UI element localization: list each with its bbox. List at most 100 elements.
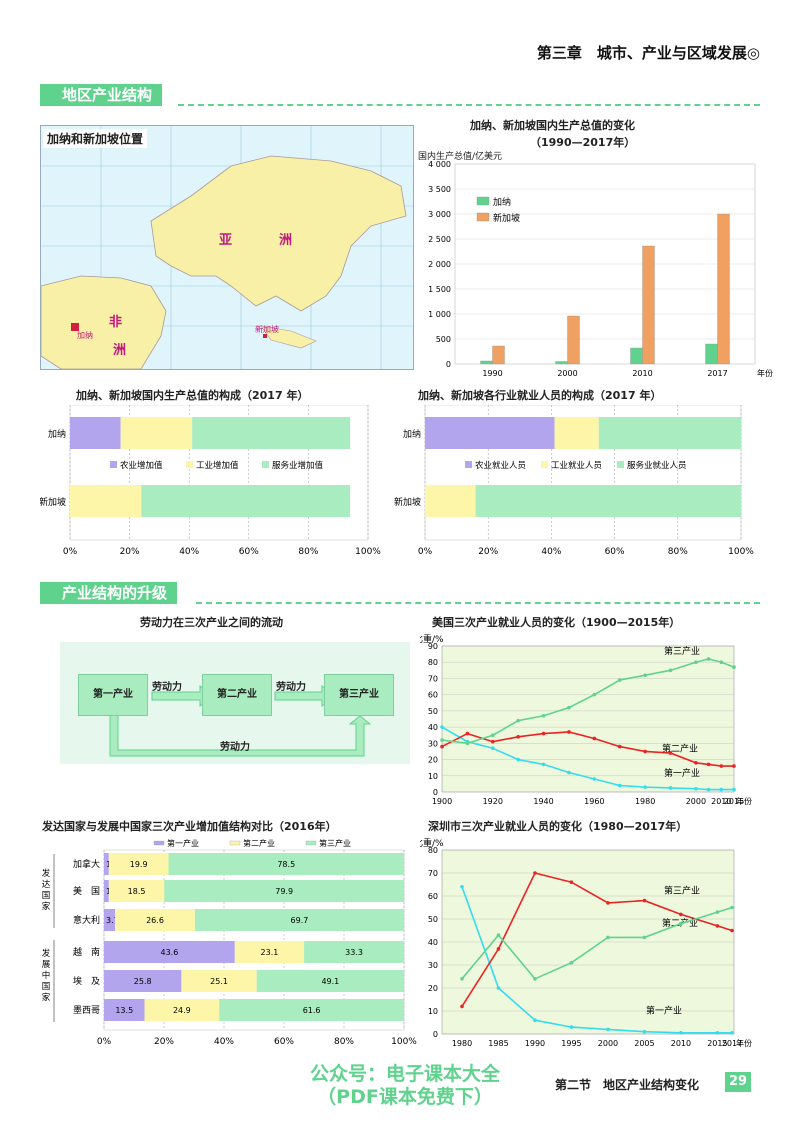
section-title-upgrade: 产业结构的升级 (40, 582, 178, 604)
dev-bar-segment (104, 970, 182, 992)
us-point (719, 764, 724, 768)
dev-chart-title: 发达国家与发展中国家三次产业增加值结构对比（2016年） (42, 820, 337, 833)
dev-x-tick: 80% (334, 1037, 354, 1047)
dev-data-label: 79.9 (275, 887, 293, 896)
us-y-tick: 50 (428, 707, 438, 716)
us-point (440, 738, 444, 742)
sz-series-label: 第一产业 (646, 1004, 682, 1016)
us-point (541, 731, 546, 736)
sz-x-tick: 2005 (634, 1039, 654, 1048)
sz-y-tick: 0 (433, 1030, 438, 1039)
ghana-marker (71, 323, 79, 331)
section-title-regional-structure: 地区产业结构 (40, 84, 163, 106)
dev-legend-label: 第三产业 (319, 838, 351, 848)
dev-bar-segment (256, 970, 404, 992)
dev-bar-segment (234, 941, 305, 963)
gdp-y-tick: 500 (436, 335, 451, 344)
sz-point (496, 986, 501, 990)
dev-legend-swatch (305, 840, 317, 846)
dev-x-tick: 100% (391, 1037, 417, 1047)
us-y-tick: 30 (428, 739, 438, 748)
gdp-y-tick: 4 000 (428, 160, 451, 169)
dev-group-label-developing: 中 (42, 970, 51, 981)
africa-landmass (40, 275, 167, 370)
gdpcomp-bar-segment (192, 417, 351, 449)
us-point (706, 787, 711, 792)
dev-data-label: 26.6 (146, 916, 164, 925)
us-y-label: 比重/% (420, 633, 444, 645)
map-label-africa-1: 非 (109, 314, 122, 330)
flow-label-3: 劳动力 (220, 742, 250, 753)
gdp-legend-swatch (476, 196, 490, 206)
sz-point (642, 1029, 647, 1034)
dev-data-label: 3.7 (106, 916, 119, 925)
dev-legend-label: 第一产业 (167, 838, 199, 848)
watermark: 公众号：电子课本大全 （PDF课本免费下） (270, 1063, 540, 1109)
watermark-line-2: （PDF课本免费下） (317, 1086, 493, 1108)
dev-data-label: 61.6 (303, 1006, 321, 1015)
gdpcomp-bar-segment (141, 485, 351, 517)
gdpcomp-legend-label: 工业增加值 (196, 460, 239, 471)
sz-point (730, 928, 734, 933)
gdp-y-tick: 3 500 (428, 185, 451, 194)
gdpcomp-x-tick: 40% (179, 547, 199, 557)
empcomp-category-label: 加纳 (403, 428, 421, 440)
dev-x-tick: 60% (274, 1037, 294, 1047)
sz-point (642, 935, 647, 940)
dev-data-label: 49.1 (321, 977, 339, 986)
sz-point (606, 901, 610, 905)
sz-y-tick: 10 (428, 1007, 438, 1016)
sz-point (679, 1031, 683, 1035)
dev-data-label: 13.5 (115, 1006, 133, 1015)
us-point (592, 692, 597, 697)
sz-series-label: 第三产业 (664, 885, 700, 897)
us-point (490, 739, 495, 744)
dev-group-label-developed: 发 (42, 868, 51, 879)
us-x-tick: 1940 (533, 797, 553, 806)
dev-legend-label: 第二产业 (243, 838, 275, 848)
page-number: 29 (725, 1072, 751, 1092)
gdp-y-tick: 1 500 (428, 285, 451, 294)
empcomp-category-label: 新加坡 (394, 496, 421, 508)
dev-comparison-chart: 0%20%40%60%80%100%第一产业第二产业第三产业1.619.978.… (42, 838, 418, 1047)
us-point (617, 744, 622, 749)
flow-box-primary: 第一产业 (78, 674, 148, 716)
sz-y-label: 比重/% (420, 837, 444, 849)
sz-chart-title: 深圳市三次产业就业人员的变化（1980—2017年） (428, 820, 688, 833)
dev-x-tick: 0% (97, 1037, 112, 1047)
dev-group-label-developed: 国 (42, 891, 51, 901)
map-label-asia-1: 亚 (219, 233, 232, 248)
empcomp-bar-segment (554, 417, 599, 449)
map-graphic: 亚 洲 非 洲 加纳 新加坡 (40, 126, 413, 370)
dev-data-label: 33.3 (345, 948, 363, 957)
gdp-x-tick: 2010 (632, 369, 652, 378)
dev-data-label: 18.5 (128, 887, 146, 896)
us-series-line (441, 726, 734, 791)
us-point (617, 783, 622, 788)
chapter-header: 第三章 城市、产业与区域发展◎ (536, 44, 760, 62)
us-point (643, 673, 647, 677)
dev-bar-segment (104, 909, 116, 931)
flow-arrow-1-3 (109, 714, 372, 757)
sz-x-tick: 1985 (488, 1039, 508, 1048)
dev-data-label: 78.5 (277, 860, 295, 869)
us-x-tick: 1980 (635, 797, 655, 806)
us-series-label: 第二产业 (662, 742, 698, 754)
dev-data-label: 19.9 (130, 860, 148, 869)
empcomp-bar-segment (425, 485, 476, 517)
us-point (719, 660, 724, 665)
gdp-chart-title: 加纳、新加坡国内生产总值的变化 (470, 119, 635, 132)
us-point (465, 731, 470, 736)
us-point (694, 660, 698, 665)
gdp-chart-subtitle: （1990—2017年） (530, 136, 636, 149)
gdp-y-tick: 3 000 (428, 210, 451, 219)
us-point (567, 770, 571, 775)
us-point (668, 786, 673, 790)
sz-x-tick: 1980 (452, 1039, 472, 1048)
gdp-x-tick: 1990 (482, 369, 502, 378)
dev-group-label-developed: 达 (42, 879, 51, 890)
us-series-line (441, 731, 734, 767)
gdpcomp-x-tick: 20% (120, 547, 140, 557)
us-point (617, 678, 622, 682)
flow-box-tertiary: 第三产业 (324, 674, 394, 716)
